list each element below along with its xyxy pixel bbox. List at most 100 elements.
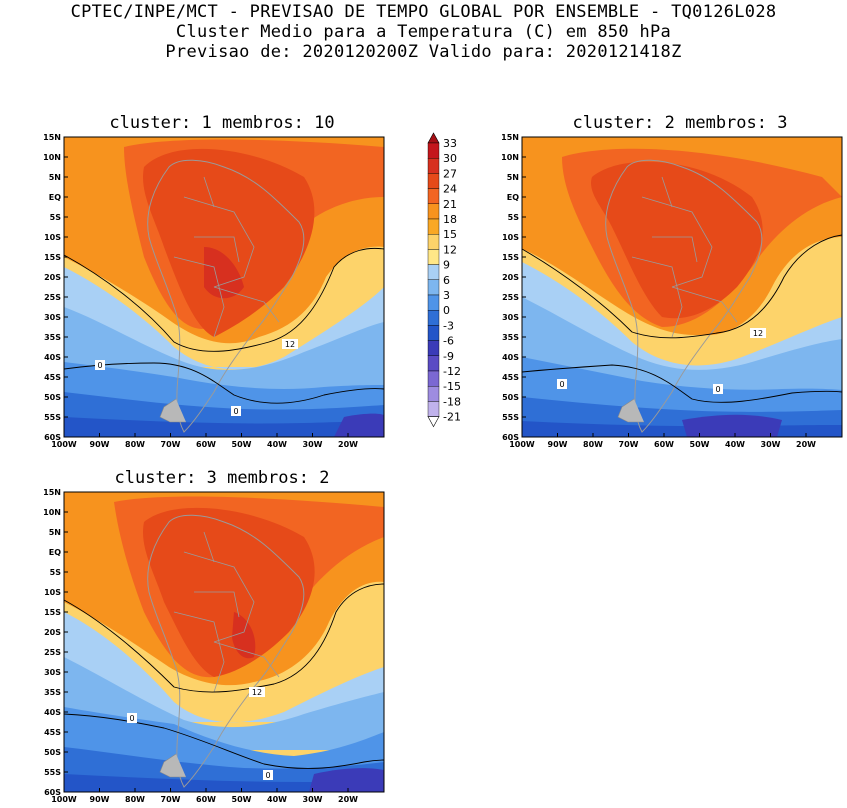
lat-label: 50S <box>502 393 519 402</box>
lat-label: 40S <box>44 708 61 717</box>
lon-label: 90W <box>548 440 568 449</box>
lon-label: 30W <box>303 440 323 449</box>
colorbar-level-label: -18 <box>443 395 461 408</box>
map-panel-cluster-1: 12 0 0 15N 10N 5N EQ 5S 10S 15S 20S 25S 30S 35S 40S 45S… <box>0 133 386 453</box>
lon-label: 70W <box>619 440 639 449</box>
lon-label: 40W <box>267 795 287 804</box>
lat-label: 45S <box>44 373 61 382</box>
temperature-field: 12 0 0 <box>64 492 384 792</box>
colorbar-level-label: -9 <box>443 350 454 363</box>
coastline <box>605 159 763 433</box>
colorbar-swatch <box>427 233 440 250</box>
lat-label: 35S <box>44 688 61 697</box>
colorbar-swatch <box>427 340 440 357</box>
map-frame <box>63 136 385 438</box>
lon-label: 80W <box>125 440 145 449</box>
panel-title-1: cluster: 1 membros: 10 <box>109 113 335 133</box>
svg-text:12: 12 <box>285 340 295 349</box>
contour-label-0: 0 <box>557 379 567 389</box>
contour-label-12: 12 <box>249 687 265 697</box>
main-title: CPTEC/INPE/MCT - PREVISAO DE TEMPO GLOBA… <box>70 2 777 22</box>
contour-0 <box>522 364 842 403</box>
country-border <box>194 591 240 618</box>
colorbar-swatch <box>427 264 440 281</box>
temperature-band <box>591 161 763 319</box>
lon-label: 20W <box>338 440 358 449</box>
contour-label-0: 0 <box>95 360 105 370</box>
svg-text:0: 0 <box>265 771 270 780</box>
lat-label: 25S <box>44 293 61 302</box>
country-border <box>671 286 738 323</box>
svg-text:0: 0 <box>129 714 134 723</box>
colorbar-swatch <box>427 173 440 189</box>
colorbar-level-label: 0 <box>443 304 450 317</box>
contour-label-0: 0 <box>263 770 273 780</box>
colorbar-swatch <box>427 203 440 220</box>
colorbar-swatch <box>427 370 440 387</box>
contour-label-0: 0 <box>231 406 241 416</box>
lat-label: 10S <box>44 588 61 597</box>
colorbar-swatch <box>427 401 440 417</box>
colorbar-level-label: 3 <box>443 289 450 302</box>
colorbar-swatch <box>427 294 440 311</box>
country-border <box>194 236 240 263</box>
lat-label: 5S <box>50 213 62 222</box>
temperature-band <box>334 413 384 437</box>
lat-label: 45S <box>502 373 519 382</box>
contour-12 <box>64 247 384 352</box>
lon-label: 80W <box>583 440 603 449</box>
country-border <box>631 256 683 338</box>
lat-label: 55S <box>502 413 519 422</box>
lon-label: 90W <box>90 440 110 449</box>
lon-label: 70W <box>161 440 181 449</box>
lat-label: 10S <box>44 233 61 242</box>
lat-label: EQ <box>49 193 61 202</box>
lat-label: 5N <box>49 173 61 182</box>
colorbar-swatch <box>427 158 440 174</box>
colorbar-arrow-bottom <box>427 416 440 428</box>
lat-label: 60S <box>502 433 519 442</box>
lat-label: 30S <box>44 668 61 677</box>
colorbar-level-label: -21 <box>443 411 461 424</box>
contour-12 <box>522 234 842 339</box>
lat-label: 15N <box>501 133 519 142</box>
lat-label: 10S <box>502 233 519 242</box>
temperature-band <box>682 414 782 437</box>
map-svg: 12 0 0 15N 10N 5N EQ 5S 10S 15S 20S 25S 30S 35S 40S 45S… <box>43 133 385 449</box>
lon-label: 100W <box>51 440 77 449</box>
svg-text:0: 0 <box>559 380 564 389</box>
temperature-band <box>64 267 384 370</box>
colorbar-swatch <box>427 218 440 235</box>
lat-label: 30S <box>502 313 519 322</box>
temperature-band <box>143 507 315 677</box>
lon-label: 60W <box>654 440 674 449</box>
southern-islands <box>617 398 644 423</box>
lon-label: 90W <box>90 795 110 804</box>
lon-label: 60W <box>196 440 216 449</box>
contour-label-12: 12 <box>282 339 298 349</box>
colorbar-level-label: 9 <box>443 259 450 272</box>
lat-label: EQ <box>49 548 61 557</box>
colorbar-level-label: 30 <box>443 152 457 165</box>
temperature-field: 12 0 0 <box>64 137 384 437</box>
colorbar-level-label: 27 <box>443 167 457 180</box>
colorbar-level-label: -6 <box>443 335 454 348</box>
lat-label: 25S <box>44 648 61 657</box>
lat-label: 60S <box>44 433 61 442</box>
map-frame <box>521 136 843 438</box>
contour-0 <box>64 362 384 404</box>
lat-label: 30S <box>44 313 61 322</box>
lon-label: 100W <box>509 440 535 449</box>
temperature-band <box>64 774 384 792</box>
temperature-field: 12 0 0 <box>522 137 842 437</box>
colorbar-arrow-top <box>427 132 440 144</box>
lat-label: 15S <box>502 253 519 262</box>
colorbar-level-label: 12 <box>443 243 457 256</box>
colorbar-level-label: 24 <box>443 183 457 196</box>
subtitle-dates: Previsao de: 2020120200Z Valido para: 20… <box>165 42 682 62</box>
colorbar-swatch <box>427 325 440 341</box>
lat-label: 35S <box>502 333 519 342</box>
svg-text:12: 12 <box>252 688 262 697</box>
temperature-band <box>204 247 244 299</box>
colorbar-level-label: 33 <box>443 137 457 150</box>
